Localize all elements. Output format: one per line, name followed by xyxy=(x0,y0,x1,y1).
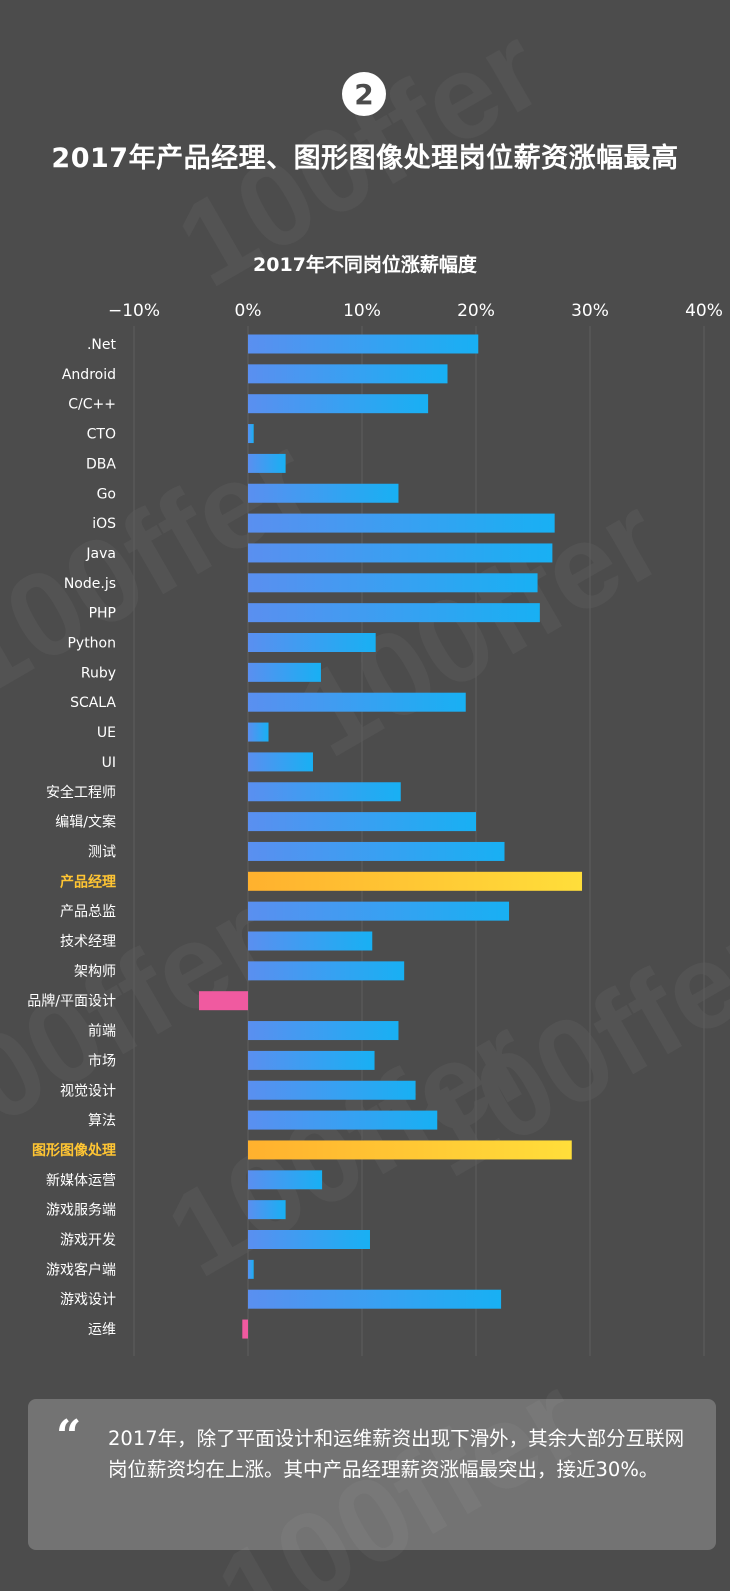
bar-产品总监 xyxy=(248,901,510,921)
bar-Go xyxy=(248,483,399,503)
bar-游戏设计 xyxy=(248,1289,502,1309)
category-label: UI xyxy=(102,755,116,771)
bar-游戏客户端 xyxy=(248,1259,254,1279)
category-label: 产品经理 xyxy=(60,873,116,890)
category-label: 技术经理 xyxy=(60,934,116,950)
bar-游戏开发 xyxy=(248,1230,370,1249)
bar-技术经理 xyxy=(248,931,373,951)
category-label: Ruby xyxy=(81,665,116,681)
bar-C/C++ xyxy=(248,394,429,414)
category-label: 市场 xyxy=(88,1052,116,1069)
bar-PHP xyxy=(248,603,540,623)
category-label: 运维 xyxy=(88,1322,116,1338)
category-label: PHP xyxy=(89,606,116,622)
category-label: Android xyxy=(62,367,116,383)
category-label: 游戏开发 xyxy=(60,1233,116,1249)
bar-UI xyxy=(248,752,313,772)
category-label: SCALA xyxy=(70,695,116,711)
page-headline: 2017年产品经理、图形图像处理岗位薪资涨幅最高 xyxy=(51,143,679,174)
bar-iOS xyxy=(248,513,555,533)
bar-品牌/平面设计 xyxy=(198,991,248,1011)
summary-quote-box: “ 2017年，除了平面设计和运维薪资出现下滑外，其余大部分互联网岗位薪资均在上… xyxy=(28,1399,716,1550)
category-label: 编辑/文案 xyxy=(55,814,116,831)
category-label: 视觉设计 xyxy=(60,1083,116,1099)
bar-Python xyxy=(248,633,376,652)
category-label: UE xyxy=(97,725,116,741)
category-label: 架构师 xyxy=(74,964,116,980)
category-label: Python xyxy=(67,636,116,652)
bar-市场 xyxy=(248,1050,375,1070)
category-label: 图形图像处理 xyxy=(32,1142,116,1159)
section-number-badge: 2 xyxy=(342,72,386,116)
bar-新媒体运营 xyxy=(248,1170,323,1190)
bar-CTO xyxy=(248,424,254,444)
chart-title: 2017年不同岗位涨薪幅度 xyxy=(253,254,477,276)
bar-DBA xyxy=(248,453,286,473)
category-label: Node.js xyxy=(64,576,116,592)
category-label: 游戏服务端 xyxy=(46,1203,116,1219)
category-label: C/C++ xyxy=(68,397,116,413)
category-label: .Net xyxy=(87,337,117,353)
bar-安全工程师 xyxy=(248,782,401,802)
x-tick-label: 40% xyxy=(685,301,723,321)
bar-Node.js xyxy=(248,573,538,593)
category-label: 品牌/平面设计 xyxy=(27,993,116,1010)
bar-UE xyxy=(248,722,269,742)
category-label: CTO xyxy=(87,427,116,443)
bar-编辑/文案 xyxy=(248,812,476,832)
category-label: DBA xyxy=(86,456,116,472)
bar-测试 xyxy=(248,841,505,861)
x-tick-label: 10% xyxy=(343,301,381,321)
bar-SCALA xyxy=(248,692,466,712)
bar-架构师 xyxy=(248,961,405,981)
category-label: 测试 xyxy=(88,844,116,860)
quote-mark-icon: “ xyxy=(56,1411,82,1462)
category-label: 产品总监 xyxy=(60,904,116,920)
category-label: 新媒体运营 xyxy=(46,1173,116,1189)
x-tick-label: 0% xyxy=(235,301,262,321)
x-tick-label: −10% xyxy=(108,301,160,321)
bar-chart: −10% 0% 10% 20% 30% 40% .Net Android C/C++ CTO DB… xyxy=(27,301,723,1356)
bar-.Net xyxy=(248,334,479,354)
bar-产品经理 xyxy=(248,871,583,891)
category-label: 游戏设计 xyxy=(60,1292,116,1308)
category-label: 算法 xyxy=(88,1113,116,1129)
x-tick-label: 20% xyxy=(457,301,495,321)
category-label: 安全工程师 xyxy=(46,784,116,801)
bar-运维 xyxy=(242,1319,248,1339)
category-label: 游戏客户端 xyxy=(46,1261,116,1278)
category-label: 前端 xyxy=(88,1023,116,1040)
bar-Android xyxy=(248,364,448,384)
bar-算法 xyxy=(248,1110,438,1130)
category-label: Java xyxy=(85,546,116,562)
bar-视觉设计 xyxy=(248,1080,416,1100)
summary-quote-text: 2017年，除了平面设计和运维薪资出现下滑外，其余大部分互联网岗位薪资均在上涨。… xyxy=(108,1427,685,1481)
x-tick-label: 30% xyxy=(571,301,609,321)
bar-游戏服务端 xyxy=(248,1200,286,1220)
bar-图形图像处理 xyxy=(248,1140,572,1160)
bar-前端 xyxy=(248,1021,399,1041)
category-label: iOS xyxy=(92,516,116,532)
category-label: Go xyxy=(97,486,116,502)
bar-Ruby xyxy=(248,662,321,682)
bar-Java xyxy=(248,543,553,563)
